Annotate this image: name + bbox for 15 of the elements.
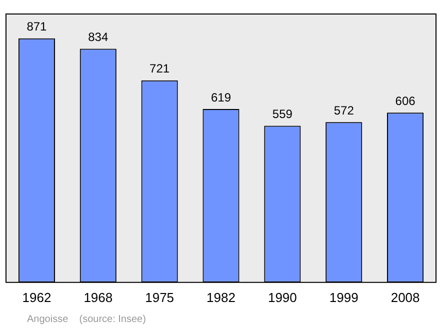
data-label: 559 bbox=[272, 107, 293, 122]
data-label: 619 bbox=[210, 90, 232, 104]
data-label: 871 bbox=[26, 20, 48, 34]
x-tick-label: 1975 bbox=[145, 290, 174, 305]
data-label: 606 bbox=[395, 94, 416, 108]
data-label: 721 bbox=[150, 62, 170, 76]
data-label: 572 bbox=[334, 103, 354, 118]
data-label: 834 bbox=[88, 30, 108, 44]
x-tick-label: 1968 bbox=[84, 290, 113, 305]
x-tick-label: 1990 bbox=[268, 290, 297, 305]
x-tick-label: 1982 bbox=[206, 290, 236, 305]
x-tick-label: 1962 bbox=[22, 290, 52, 305]
x-tick-label: 2008 bbox=[390, 290, 420, 305]
x-tick-label: 1999 bbox=[329, 290, 358, 305]
text: Angoisse (source: Insee) bbox=[27, 314, 146, 325]
